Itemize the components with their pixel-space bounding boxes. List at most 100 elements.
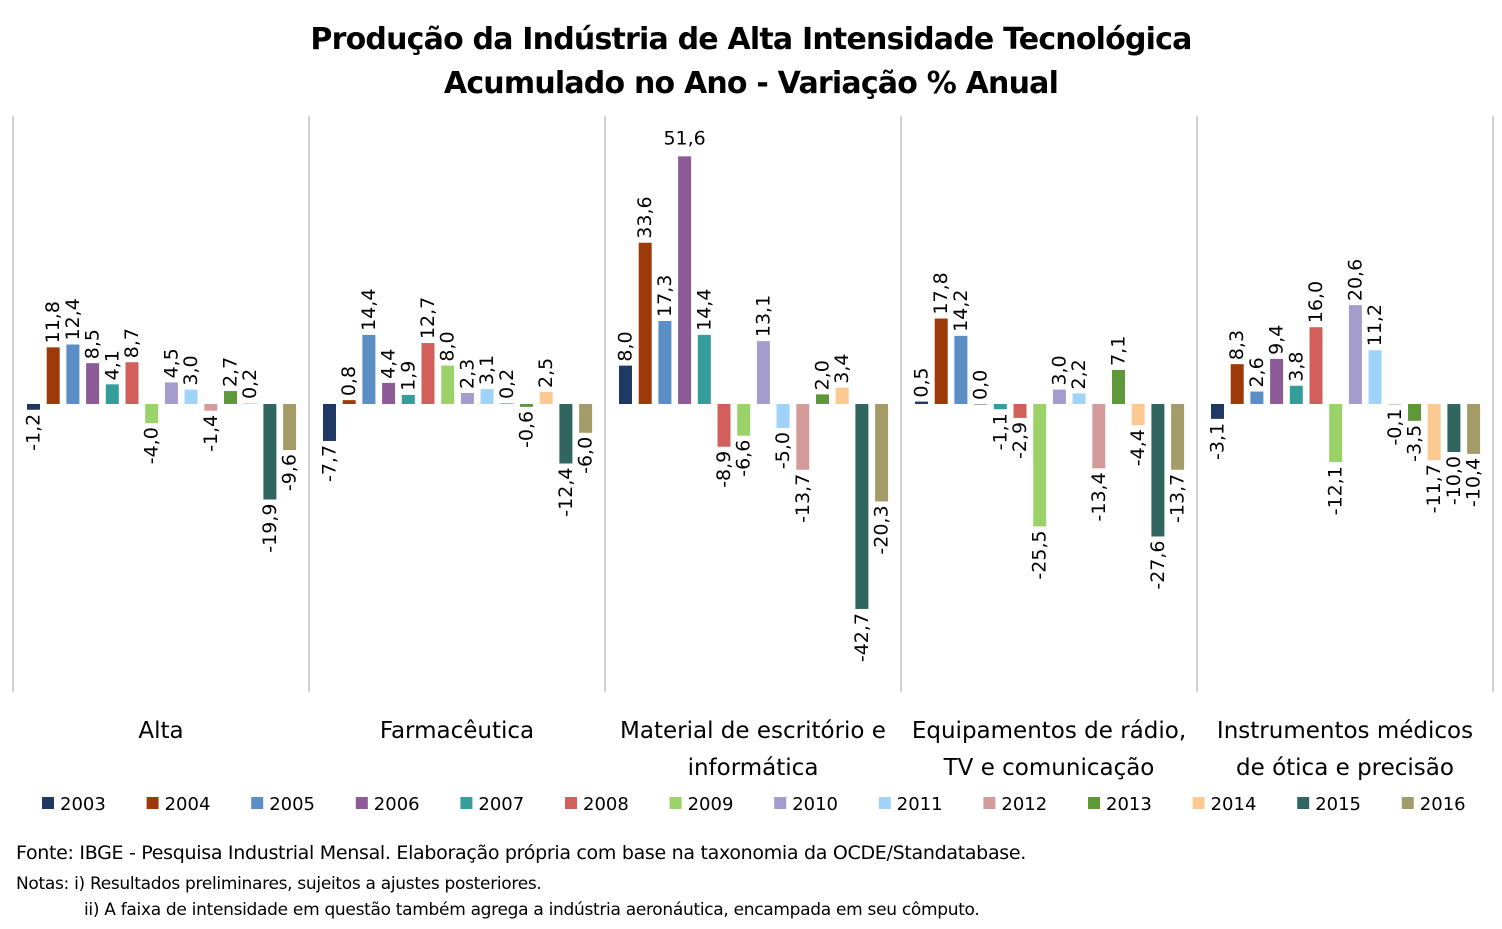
note-1: Notas: i) Resultados preliminares, sujei… [16, 874, 542, 894]
bar-2015-1 [263, 404, 277, 500]
data-label: 2,5 [535, 358, 557, 388]
legend-label-2012: 2012 [1001, 794, 1047, 815]
bar-2010-3 [756, 341, 770, 404]
data-label: 2,3 [456, 359, 478, 389]
legend-swatch-2014 [1192, 797, 1205, 809]
bar-2013-4 [1112, 369, 1125, 404]
data-label: 12,7 [417, 297, 439, 339]
bar-2008-1 [125, 362, 139, 404]
bar-2012-2 [500, 403, 514, 404]
data-label: 0,2 [496, 369, 518, 399]
data-label: -9,6 [279, 454, 301, 491]
bar-2014-2 [539, 392, 553, 404]
data-label: 3,4 [831, 353, 853, 383]
data-label: -2,9 [1009, 422, 1031, 459]
bar-2015-3 [855, 404, 869, 609]
data-label: 2,6 [1246, 357, 1268, 387]
data-label: 12,4 [62, 298, 84, 340]
bar-2004-3 [638, 242, 652, 404]
legend-swatch-2016 [1401, 797, 1414, 809]
category-label: Farmacêutica [380, 718, 534, 744]
data-label: 4,4 [378, 349, 400, 379]
data-label: -5,0 [772, 432, 794, 469]
data-label: -7,7 [319, 445, 341, 482]
data-label: 9,4 [1266, 325, 1288, 355]
bar-2016-2 [579, 404, 593, 433]
bar-2013-3 [816, 394, 829, 404]
bar-2006-1 [86, 363, 100, 404]
data-label: 7,1 [1108, 336, 1130, 366]
note-2: ii) A faixa de intensidade em questão ta… [84, 900, 980, 920]
bar-2016-1 [283, 404, 297, 451]
legend-swatch-2004 [146, 797, 159, 809]
bar-2007-2 [401, 394, 415, 404]
data-label: 8,3 [1226, 330, 1248, 360]
data-label: 14,4 [693, 289, 715, 331]
bar-2012-3 [796, 404, 810, 470]
bar-2005-3 [658, 320, 672, 404]
data-label: -12,4 [555, 468, 577, 517]
bar-2007-1 [105, 384, 119, 404]
data-label: 3,0 [1048, 355, 1070, 385]
data-label: 0,8 [338, 366, 360, 396]
data-label: 4,1 [101, 350, 123, 380]
legend-swatch-2010 [774, 797, 787, 809]
bar-2008-2 [421, 343, 435, 404]
bar-2003-1 [27, 404, 40, 410]
data-label: -4,0 [141, 427, 163, 464]
data-label: -20,3 [871, 505, 893, 554]
bar-2011-1 [184, 389, 198, 404]
bar-2006-5 [1270, 358, 1284, 404]
bar-2009-4 [1033, 404, 1047, 527]
bar-2006-4 [974, 404, 988, 405]
bar-2010-4 [1052, 389, 1066, 404]
legend-label-2003: 2003 [60, 794, 106, 815]
bar-2003-5 [1211, 404, 1224, 419]
legend-label-2004: 2004 [165, 794, 211, 815]
data-label: -0,1 [1384, 408, 1406, 445]
data-label: 2,0 [812, 360, 834, 390]
data-label: -27,6 [1147, 540, 1169, 589]
bar-2016-5 [1467, 404, 1481, 454]
legend-label-2014: 2014 [1211, 794, 1257, 815]
data-label: -1,4 [200, 415, 222, 452]
bar-2010-2 [460, 392, 474, 404]
bar-2007-5 [1289, 385, 1303, 404]
data-label: -10,0 [1443, 456, 1465, 505]
bar-2009-2 [441, 365, 455, 404]
bar-2009-5 [1329, 404, 1343, 463]
bar-2005-1 [66, 344, 80, 404]
category-label: de ótica e precisão [1236, 755, 1454, 781]
bar-2010-5 [1348, 305, 1362, 404]
source-note: Fonte: IBGE - Pesquisa Industrial Mensal… [16, 842, 1027, 864]
category-label: TV e comunicação [943, 755, 1155, 781]
legend-swatch-2007 [460, 797, 473, 809]
bar-2008-3 [717, 404, 731, 447]
bar-2015-2 [559, 404, 573, 464]
bar-2007-3 [697, 334, 711, 404]
legend-swatch-2003 [42, 797, 54, 809]
data-label: -0,6 [516, 411, 538, 448]
data-label: 2,7 [220, 357, 242, 387]
data-label: 16,0 [1305, 281, 1327, 323]
bar-2014-4 [1131, 404, 1145, 426]
data-label: -13,7 [1167, 474, 1189, 523]
data-label: 1,9 [397, 361, 419, 391]
bar-2004-1 [46, 347, 60, 404]
data-label: 8,0 [615, 331, 637, 361]
data-label: -10,4 [1463, 458, 1485, 507]
chart-title-line-2: Acumulado no Ano - Variação % Anual [443, 66, 1059, 101]
data-label: -8,9 [713, 451, 735, 488]
category-label: informática [688, 755, 819, 781]
legend-label-2011: 2011 [897, 794, 943, 815]
bar-2003-2 [323, 404, 336, 441]
bar-2011-3 [776, 404, 790, 428]
data-label: 8,7 [121, 328, 143, 358]
data-label: 3,1 [476, 355, 498, 385]
data-label: 0,5 [911, 367, 933, 397]
bar-2010-1 [164, 382, 178, 404]
legend-swatch-2006 [355, 797, 368, 809]
bar-2014-5 [1427, 404, 1441, 461]
data-label: 11,2 [1364, 304, 1386, 346]
data-label: 33,6 [634, 196, 656, 238]
